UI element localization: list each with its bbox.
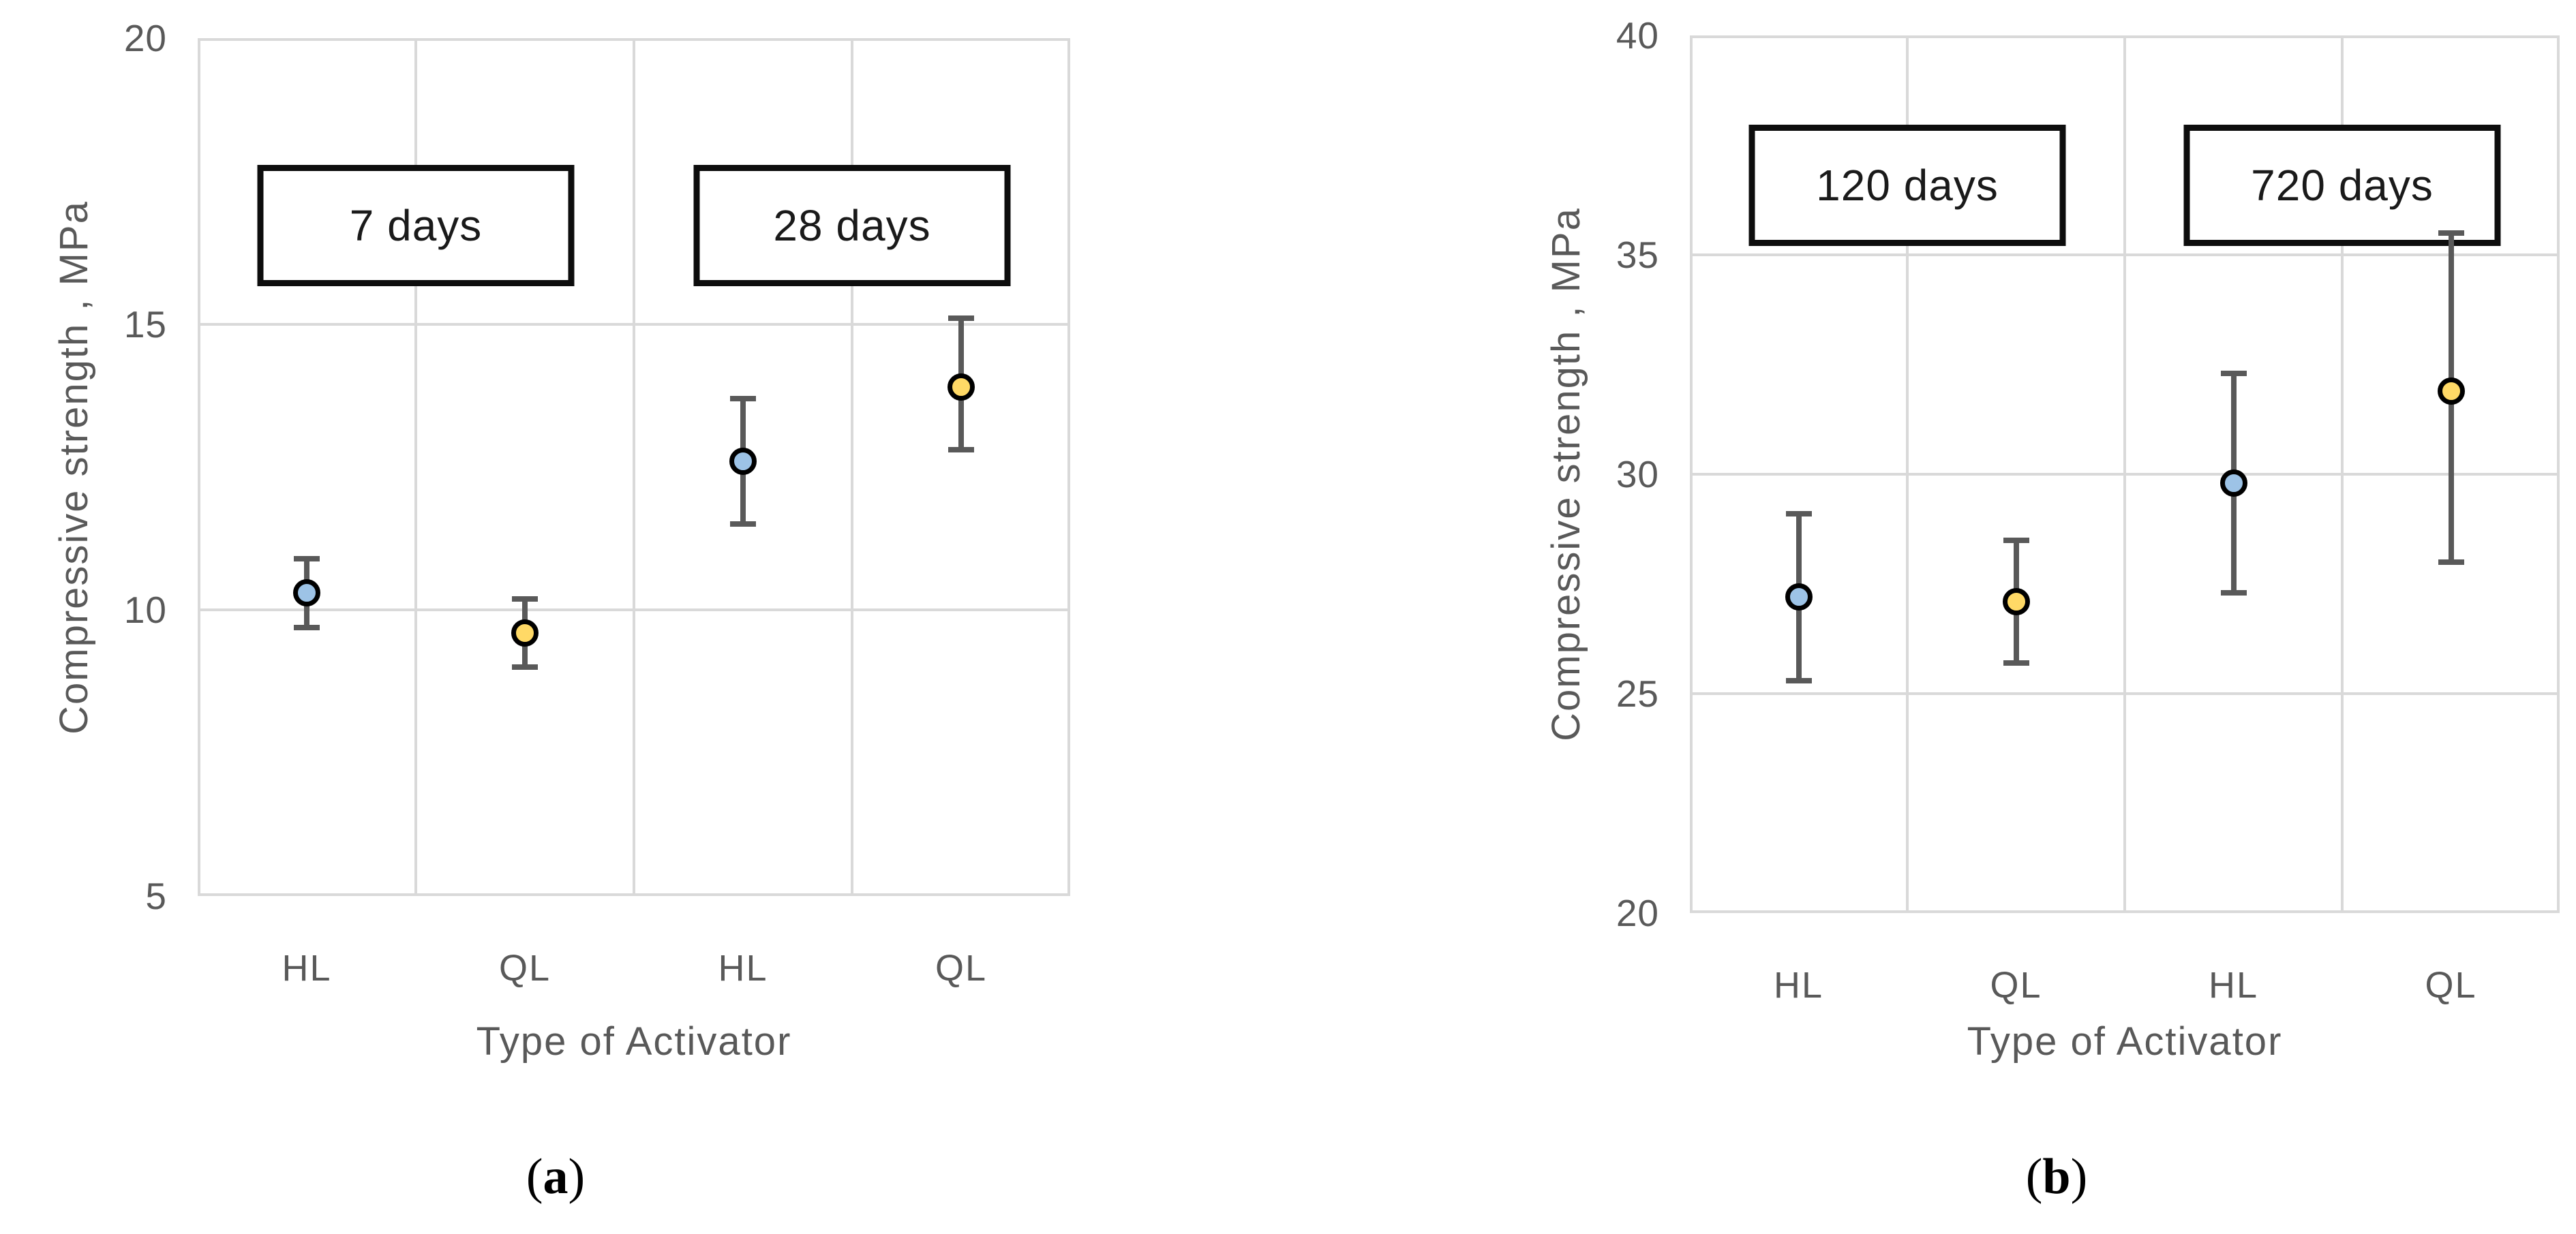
error-bar-cap-bottom	[948, 447, 974, 453]
x-axis-tick-label: HL	[1773, 965, 1824, 1006]
data-point-marker	[293, 579, 320, 607]
y-axis-tick-label: 5	[145, 875, 167, 917]
error-bar-cap-bottom	[1785, 677, 1812, 683]
plot-area: 7 days 28 days	[198, 38, 1070, 896]
x-axis-title: Type of Activator	[476, 1019, 792, 1064]
caption-paren-open: (	[526, 1149, 543, 1205]
gridline-vertical	[1690, 35, 1693, 913]
gridline-vertical	[1906, 35, 1909, 913]
error-bar-cap-bottom	[730, 521, 756, 527]
data-point-marker	[2219, 469, 2247, 497]
y-axis-tick-label: 35	[1616, 234, 1659, 276]
gridline-vertical	[2557, 35, 2560, 913]
error-bar-cap-top	[948, 315, 974, 322]
error-bar-cap-bottom	[294, 624, 320, 630]
subfigure-caption: (a)	[412, 1148, 699, 1206]
data-point-marker	[1785, 583, 1813, 611]
error-bar-cap-bottom	[2220, 589, 2247, 596]
y-axis-tick-label: 20	[123, 17, 167, 59]
y-axis-tick-label: 20	[1616, 892, 1659, 934]
age-group-label-box: 7 days	[257, 165, 575, 286]
caption-paren-open: (	[2025, 1149, 2043, 1205]
gridline-vertical	[1067, 38, 1070, 896]
error-bar-cap-top	[294, 555, 320, 561]
plot-area: 120 days 720 days	[1690, 35, 2560, 913]
x-axis-tick-label: HL	[282, 948, 332, 989]
error-bar-cap-top	[730, 395, 756, 401]
x-axis-tick-label: HL	[2208, 965, 2259, 1006]
subfigure-caption: (b)	[1913, 1148, 2200, 1206]
y-axis-tick-label: 30	[1616, 453, 1659, 495]
x-axis-tick-label: QL	[498, 948, 551, 989]
error-bar-cap-bottom	[512, 664, 538, 670]
caption-paren-close: )	[2070, 1149, 2088, 1205]
gridline-vertical	[2341, 35, 2344, 913]
age-group-label-box: 720 days	[2183, 125, 2501, 246]
x-axis-tick-label: QL	[1990, 965, 2042, 1006]
caption-letter: a	[543, 1149, 569, 1205]
x-axis-tick-label: HL	[718, 948, 768, 989]
gridline-vertical	[633, 38, 635, 896]
error-bar-cap-top	[2220, 370, 2247, 376]
y-axis-tick-label: 15	[123, 303, 167, 345]
age-group-label-box: 28 days	[693, 165, 1011, 286]
data-point-marker	[948, 373, 975, 401]
error-bar-cap-bottom	[2003, 660, 2029, 666]
error-bar-cap-top	[2003, 537, 2029, 543]
error-bar-cap-top	[1785, 510, 1812, 516]
data-point-marker	[729, 448, 757, 476]
error-bar-cap-bottom	[2438, 559, 2464, 565]
data-point-marker	[2437, 377, 2465, 405]
x-axis-tick-label: QL	[935, 948, 988, 989]
caption-letter: b	[2042, 1149, 2071, 1205]
caption-paren-close: )	[568, 1149, 586, 1205]
y-axis-tick-label: 10	[123, 589, 167, 632]
error-bar-cap-top	[2438, 230, 2464, 236]
x-axis-title: Type of Activator	[1967, 1019, 2283, 1064]
data-point-marker	[511, 619, 539, 647]
x-axis-tick-label: QL	[2425, 965, 2477, 1006]
gridline-vertical	[198, 38, 200, 896]
y-axis-tick-label: 40	[1616, 14, 1659, 57]
age-group-label-box: 120 days	[1748, 125, 2066, 246]
gridline-vertical	[414, 38, 417, 896]
data-point-marker	[2002, 587, 2030, 615]
y-axis-tick-label: 25	[1616, 673, 1659, 715]
gridline-vertical	[851, 38, 853, 896]
gridline-vertical	[2123, 35, 2126, 913]
error-bar-cap-top	[512, 596, 538, 602]
